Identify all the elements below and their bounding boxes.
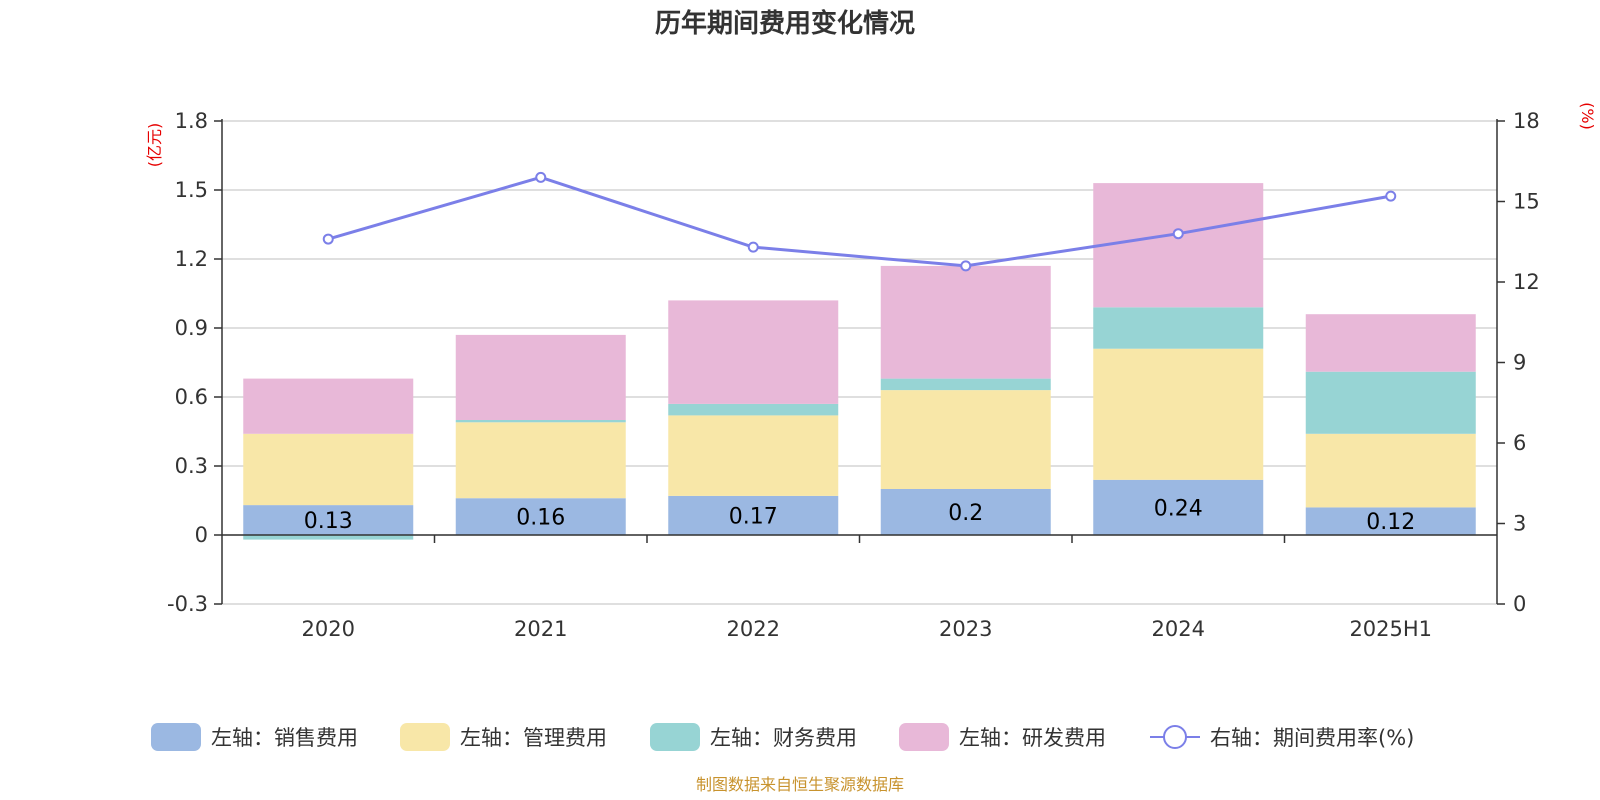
legend-swatch [400,723,450,751]
bar-data-label: 0.2 [948,501,983,526]
bar-segment[interactable] [1093,348,1264,480]
bar-segment[interactable] [1305,314,1476,372]
legend-item[interactable]: 左轴：管理费用 [400,723,607,751]
rate-point[interactable] [1385,190,1397,202]
legend-label: 左轴：销售费用 [211,726,358,750]
bar-segment[interactable] [243,378,414,434]
bar-segment[interactable] [880,265,1051,379]
x-tick-label: 2023 [939,617,992,641]
right-tick-label: 6 [1513,431,1526,455]
source-note: 制图数据来自恒生聚源数据库 [696,775,904,794]
x-tick-label: 2024 [1152,617,1205,641]
x-tick-label: 2020 [302,617,355,641]
right-tick-label: 18 [1513,109,1540,133]
left-tick-label: 1.8 [175,109,208,133]
bar-segment[interactable] [243,505,414,535]
right-tick-label: 3 [1513,512,1526,536]
legend-item[interactable]: 左轴：销售费用 [151,723,358,751]
left-tick-label: -0.3 [167,592,208,616]
legend-item[interactable]: 右轴：期间费用率(%) [1150,725,1414,750]
x-tick-label: 2025H1 [1349,617,1432,641]
bar-segment[interactable] [1093,479,1264,535]
left-tick-label: 1.2 [175,247,208,271]
left-tick-label: 0.9 [175,316,208,340]
axes: -0.3 0 0.3 0.6 0.9 1.2 1.5 1.8 0 3 6 9 12 15 18 2020 202… [167,109,1540,641]
rate-point[interactable] [1172,228,1184,240]
rate-point[interactable] [960,260,972,272]
right-tick-label: 15 [1513,190,1540,214]
bar-segment[interactable] [455,422,626,499]
bar-segment[interactable] [668,300,839,404]
right-axis-unit: (%) [1578,102,1597,130]
rate-point[interactable] [747,241,759,253]
bar-data-label: 0.17 [729,504,778,529]
legend-label: 左轴：财务费用 [710,726,857,750]
legend-label: 左轴：管理费用 [460,726,607,750]
legend-item[interactable]: 左轴：研发费用 [899,723,1106,751]
legend-swatch [899,723,949,751]
rate-point[interactable] [535,171,547,183]
left-tick-label: 0.3 [175,454,208,478]
bar-segment[interactable] [880,378,1051,391]
bar-data-label: 0.16 [516,506,565,531]
legend-swatch [151,723,201,751]
bar-segment[interactable] [1305,433,1476,508]
legend[interactable]: 左轴：销售费用 左轴：管理费用 左轴：财务费用 左轴：研发费用 右轴：期间费用率(%) [151,723,1414,751]
legend-label: 左轴：研发费用 [959,726,1106,750]
rate-point[interactable] [322,233,334,245]
rate-line-path [327,175,1392,268]
left-axis-unit: (亿元) [145,123,164,168]
left-tick-label: 1.5 [175,178,208,202]
legend-swatch [650,723,700,751]
legend-item[interactable]: 左轴：财务费用 [650,723,857,751]
bar-segment[interactable] [880,390,1051,489]
right-tick-label: 9 [1513,351,1526,375]
rate-line [322,171,1397,272]
bar-segment[interactable] [1305,507,1476,535]
bars [243,183,1476,540]
bar-segment[interactable] [880,489,1051,535]
x-tick-label: 2022 [727,617,780,641]
bar-segment[interactable] [243,433,414,506]
bar-segment[interactable] [1305,371,1476,434]
bar-segment[interactable] [668,403,839,416]
bar-segment[interactable] [455,420,626,423]
x-tick-label: 2021 [514,617,567,641]
bar-segment[interactable] [1093,307,1264,349]
right-tick-label: 0 [1513,592,1526,616]
bar-segment[interactable] [243,535,414,540]
bar-data-label: 0.13 [304,509,353,534]
bar-segment[interactable] [455,334,626,420]
left-tick-label: 0.6 [175,385,208,409]
bar-segment[interactable] [668,415,839,496]
bar-data-label: 0.24 [1154,496,1203,521]
legend-label: 右轴：期间费用率(%) [1210,726,1414,750]
bar-segment[interactable] [455,498,626,535]
right-tick-label: 12 [1513,270,1540,294]
left-tick-label: 0 [195,523,208,547]
bar-data-label: 0.12 [1366,510,1415,535]
bar-segment[interactable] [668,495,839,535]
bar-labels: 0.13 0.16 0.17 0.2 0.24 0.12 [304,496,1415,535]
bar-segment[interactable] [1093,183,1264,308]
legend-marker [1163,725,1187,749]
chart-title: 历年期间费用变化情况 [655,8,915,39]
